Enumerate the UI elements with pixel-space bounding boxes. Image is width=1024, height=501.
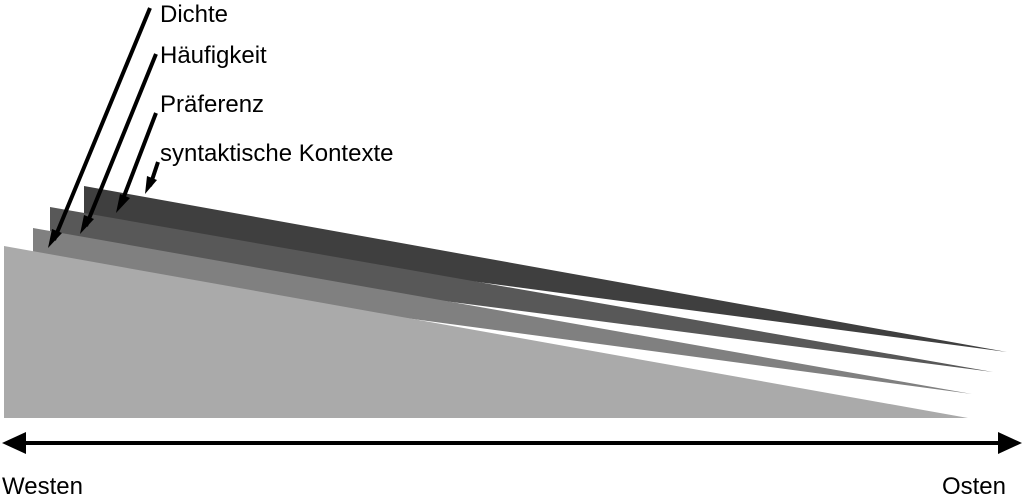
arrow-praeferenz xyxy=(119,112,158,205)
label-syntaktische-kontexte: syntaktische Kontexte xyxy=(160,140,393,167)
layer-haeufigkeit xyxy=(33,228,972,394)
label-praeferenz: Präferenz xyxy=(160,91,264,118)
label-arrows xyxy=(48,7,160,248)
arrow-haeufigkeit xyxy=(84,53,158,227)
west-east-axis xyxy=(2,432,1022,454)
axis-label-westen: Westen xyxy=(2,473,83,500)
layer-dichte xyxy=(4,246,968,418)
layer-syntaktische-kontexte xyxy=(84,186,1007,352)
layer-praeferenz xyxy=(50,207,993,372)
label-dichte: Dichte xyxy=(160,1,228,28)
axis-right-arrowhead xyxy=(998,432,1022,454)
axis-left-arrowhead xyxy=(2,432,26,454)
arrow-dichte xyxy=(52,7,152,241)
axis-label-osten: Osten xyxy=(942,473,1006,500)
label-haeufigkeit: Häufigkeit xyxy=(160,42,267,69)
